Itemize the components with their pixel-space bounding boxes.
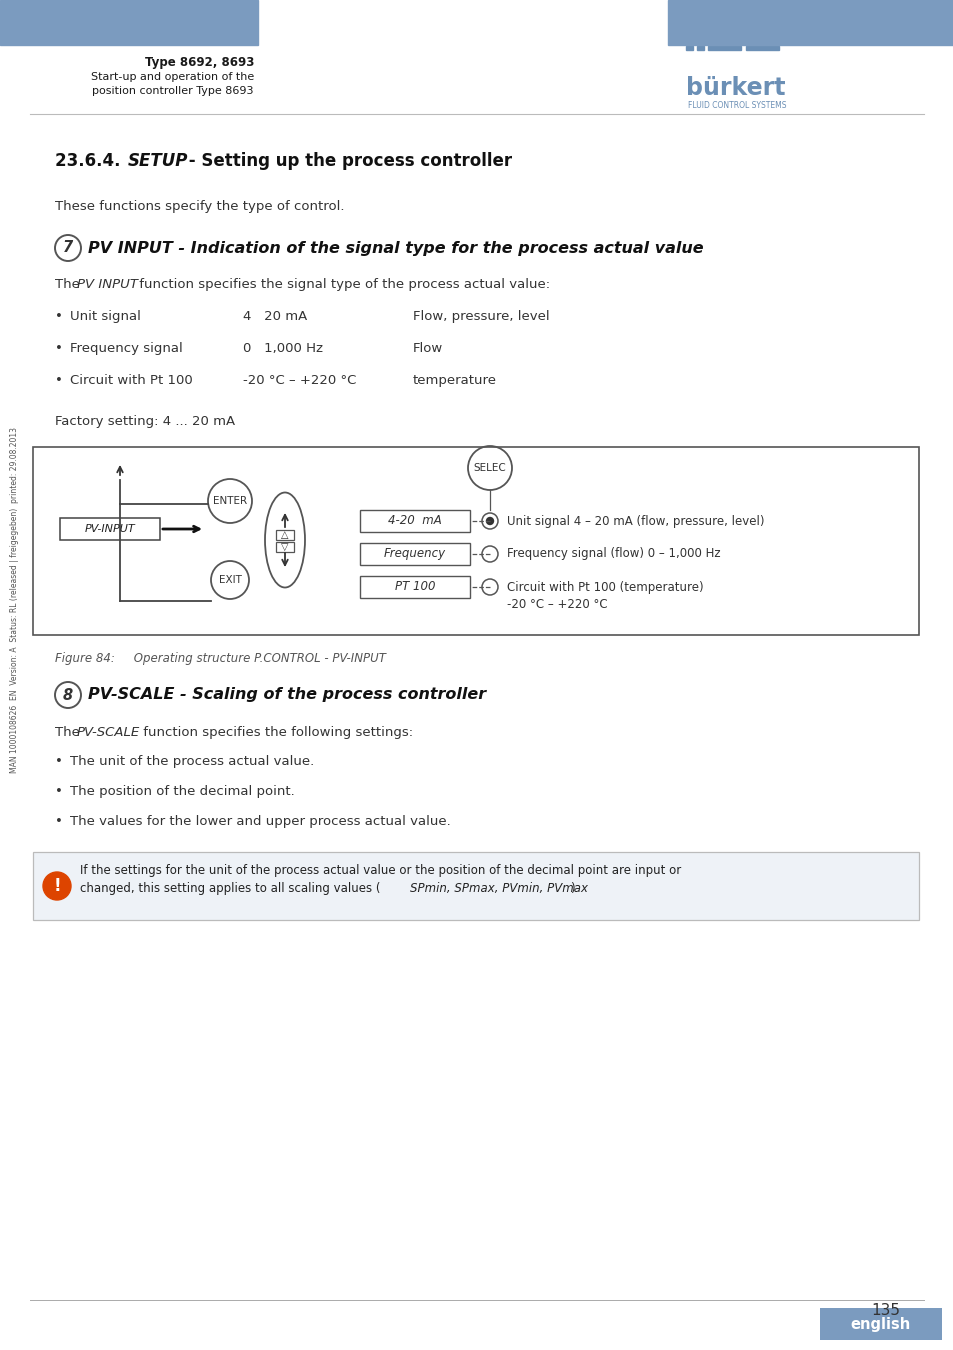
Text: PT 100: PT 100 (395, 580, 435, 594)
Text: - Setting up the process controller: - Setting up the process controller (183, 153, 512, 170)
Text: ).: ). (569, 882, 578, 895)
Text: function specifies the signal type of the process actual value:: function specifies the signal type of th… (135, 278, 550, 292)
Text: •: • (55, 755, 63, 768)
Bar (359, 510, 470, 532)
Text: Unit signal 4 – 20 mA (flow, pressure, level): Unit signal 4 – 20 mA (flow, pressure, l… (506, 514, 763, 528)
Bar (697, 46, 703, 50)
Bar (359, 543, 470, 566)
Text: The: The (55, 278, 84, 292)
Text: 0   1,000 Hz: 0 1,000 Hz (243, 342, 323, 355)
Text: •: • (55, 815, 63, 828)
Text: 7: 7 (63, 240, 73, 255)
Bar (275, 531, 294, 540)
Text: Frequency signal (flow) 0 – 1,000 Hz: Frequency signal (flow) 0 – 1,000 Hz (506, 548, 720, 560)
Bar (359, 576, 470, 598)
Text: !: ! (53, 878, 61, 895)
Text: changed, this setting applies to all scaling values (: changed, this setting applies to all sca… (80, 882, 380, 895)
Text: bürkert: bürkert (685, 76, 784, 100)
Bar (33, 447, 918, 634)
Text: ▽: ▽ (281, 541, 289, 552)
Text: Flow: Flow (413, 342, 443, 355)
Text: 4-20  mA: 4-20 mA (388, 514, 441, 528)
Text: Flow, pressure, level: Flow, pressure, level (413, 310, 549, 323)
Text: 23.6.4.: 23.6.4. (55, 153, 132, 170)
Bar (667, 0, 953, 45)
Text: english: english (850, 1316, 910, 1331)
Text: SPmin, SPmax, PVmin, PVmax: SPmin, SPmax, PVmin, PVmax (410, 882, 587, 895)
Text: 135: 135 (870, 1303, 899, 1318)
Text: MAN 1000108626  EN  Version: A  Status: RL (released | freigegeben)  printed: 29: MAN 1000108626 EN Version: A Status: RL … (10, 427, 19, 774)
Bar (60, 518, 160, 540)
Text: PV INPUT: PV INPUT (77, 278, 138, 292)
Circle shape (486, 517, 493, 525)
Bar (685, 46, 692, 50)
Text: PV-SCALE - Scaling of the process controller: PV-SCALE - Scaling of the process contro… (88, 687, 486, 702)
Text: PV INPUT - Indication of the signal type for the process actual value: PV INPUT - Indication of the signal type… (88, 240, 703, 255)
Text: SELEC: SELEC (473, 463, 506, 472)
Text: Circuit with Pt 100: Circuit with Pt 100 (70, 374, 193, 387)
Text: Frequency signal: Frequency signal (70, 342, 183, 355)
Text: The position of the decimal point.: The position of the decimal point. (70, 784, 294, 798)
Bar (707, 46, 740, 50)
Text: position controller Type 8693: position controller Type 8693 (92, 86, 253, 96)
Bar (745, 46, 779, 50)
Text: •: • (55, 342, 63, 355)
Text: ENTER: ENTER (213, 495, 247, 506)
Text: •: • (55, 784, 63, 798)
Text: These functions specify the type of control.: These functions specify the type of cont… (55, 200, 344, 213)
Text: The values for the lower and upper process actual value.: The values for the lower and upper proce… (70, 815, 450, 828)
Text: Type 8692, 8693: Type 8692, 8693 (145, 55, 253, 69)
Circle shape (43, 872, 71, 900)
Text: PV-INPUT: PV-INPUT (85, 524, 135, 535)
Text: The: The (55, 726, 84, 738)
Text: •: • (55, 374, 63, 387)
Text: -20 °C – +220 °C: -20 °C – +220 °C (506, 598, 607, 612)
Text: 4   20 mA: 4 20 mA (243, 310, 307, 323)
Text: SETUP: SETUP (128, 153, 188, 170)
Text: •: • (55, 310, 63, 323)
Text: EXIT: EXIT (218, 575, 241, 585)
Text: Circuit with Pt 100 (temperature): Circuit with Pt 100 (temperature) (506, 580, 703, 594)
Text: The unit of the process actual value.: The unit of the process actual value. (70, 755, 314, 768)
Text: temperature: temperature (413, 374, 497, 387)
Bar (275, 541, 294, 552)
Text: Frequency: Frequency (383, 548, 446, 560)
Bar (33, 852, 918, 919)
Text: 8: 8 (63, 687, 73, 702)
Text: -20 °C – +220 °C: -20 °C – +220 °C (243, 374, 356, 387)
Text: Figure 84:: Figure 84: (55, 652, 114, 666)
Text: function specifies the following settings:: function specifies the following setting… (139, 726, 413, 738)
Text: PV-SCALE: PV-SCALE (77, 726, 140, 738)
Text: Start-up and operation of the: Start-up and operation of the (91, 72, 253, 82)
Text: △: △ (281, 531, 289, 540)
Text: If the settings for the unit of the process actual value or the position of the : If the settings for the unit of the proc… (80, 864, 680, 878)
Text: FLUID CONTROL SYSTEMS: FLUID CONTROL SYSTEMS (687, 101, 785, 109)
Bar (0, 0, 257, 45)
Bar (820, 1308, 941, 1341)
Text: Operating structure P.CONTROL - PV-INPUT: Operating structure P.CONTROL - PV-INPUT (115, 652, 385, 666)
Text: Factory setting: 4 ... 20 mA: Factory setting: 4 ... 20 mA (55, 414, 234, 428)
Text: Unit signal: Unit signal (70, 310, 141, 323)
